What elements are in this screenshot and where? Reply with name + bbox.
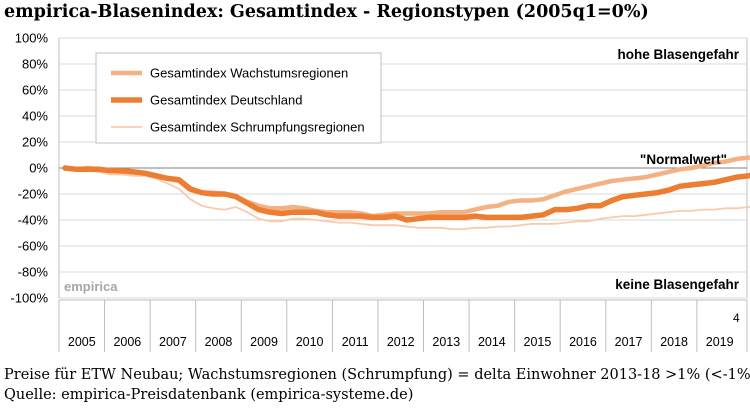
- x-axis: 2005 2006 2007 2008 2009 2010 2011 2012 2013 2014…: [58, 299, 748, 352]
- y-tick-label: -40%: [18, 213, 49, 228]
- series-line-2: [62, 165, 750, 223]
- x-tick-label: 2016: [569, 335, 597, 349]
- x-tick-label: 2014: [478, 335, 506, 349]
- y-tick-label: -20%: [18, 187, 49, 202]
- legend-label: Gesamtindex Schrumpfungsregionen: [150, 120, 365, 135]
- legend-box: [95, 52, 382, 144]
- x-tick-label: 2013: [432, 335, 460, 349]
- annotation-normal: "Normalwert": [640, 152, 727, 167]
- chart-title: empirica-Blasenindex: Gesamtindex - Regi…: [4, 2, 649, 22]
- x-tick-label: 2009: [250, 335, 278, 349]
- y-tick-label: 80%: [22, 57, 48, 72]
- y-tick-label: -100%: [10, 291, 48, 306]
- legend-label: Gesamtindex Deutschland: [150, 93, 302, 108]
- y-tick-label: 40%: [22, 109, 48, 124]
- series-lines: [62, 155, 750, 231]
- watermark: empirica: [64, 279, 118, 294]
- x-tick-label: 2010: [296, 335, 324, 349]
- y-tick-label: 0%: [29, 161, 48, 176]
- y-tick-label: -80%: [18, 265, 49, 280]
- x-tick-label: 2005: [68, 335, 96, 349]
- series-line-3: [64, 167, 750, 231]
- x-tick-label: 2012: [387, 335, 415, 349]
- x-tick-label: 2018: [660, 335, 688, 349]
- y-tick-label: 100%: [15, 31, 49, 46]
- annotation-lower: keine Blasengefahr: [615, 277, 740, 292]
- footer-source: Quelle: empirica-Preisdatenbank (empiric…: [4, 387, 414, 403]
- x-tick-label: 2008: [205, 335, 233, 349]
- x-tick-label: 2015: [524, 335, 552, 349]
- y-tick-label: 20%: [22, 135, 48, 150]
- y-axis: 100% 80% 60% 40% 20% 0% -20% -40% -60% -80% -100%: [10, 31, 48, 306]
- x-tick-label: 2011: [342, 335, 369, 349]
- x-tick-label: 2006: [113, 335, 141, 349]
- legend-label: Gesamtindex Wachstumsregionen: [150, 66, 348, 81]
- x-tick-label: 2007: [159, 335, 187, 349]
- x-tick-label: 2019: [706, 335, 734, 349]
- legend: Gesamtindex Wachstumsregionen Gesamtindex…: [95, 52, 382, 144]
- last-quarter-label: 4: [733, 311, 740, 325]
- annotation-upper: hohe Blasengefahr: [617, 47, 739, 62]
- x-tick-label: 2017: [615, 335, 643, 349]
- footer-note: Preise für ETW Neubau; Wachstumsregionen…: [4, 367, 750, 383]
- y-tick-label: -60%: [18, 239, 49, 254]
- y-tick-label: 60%: [22, 83, 48, 98]
